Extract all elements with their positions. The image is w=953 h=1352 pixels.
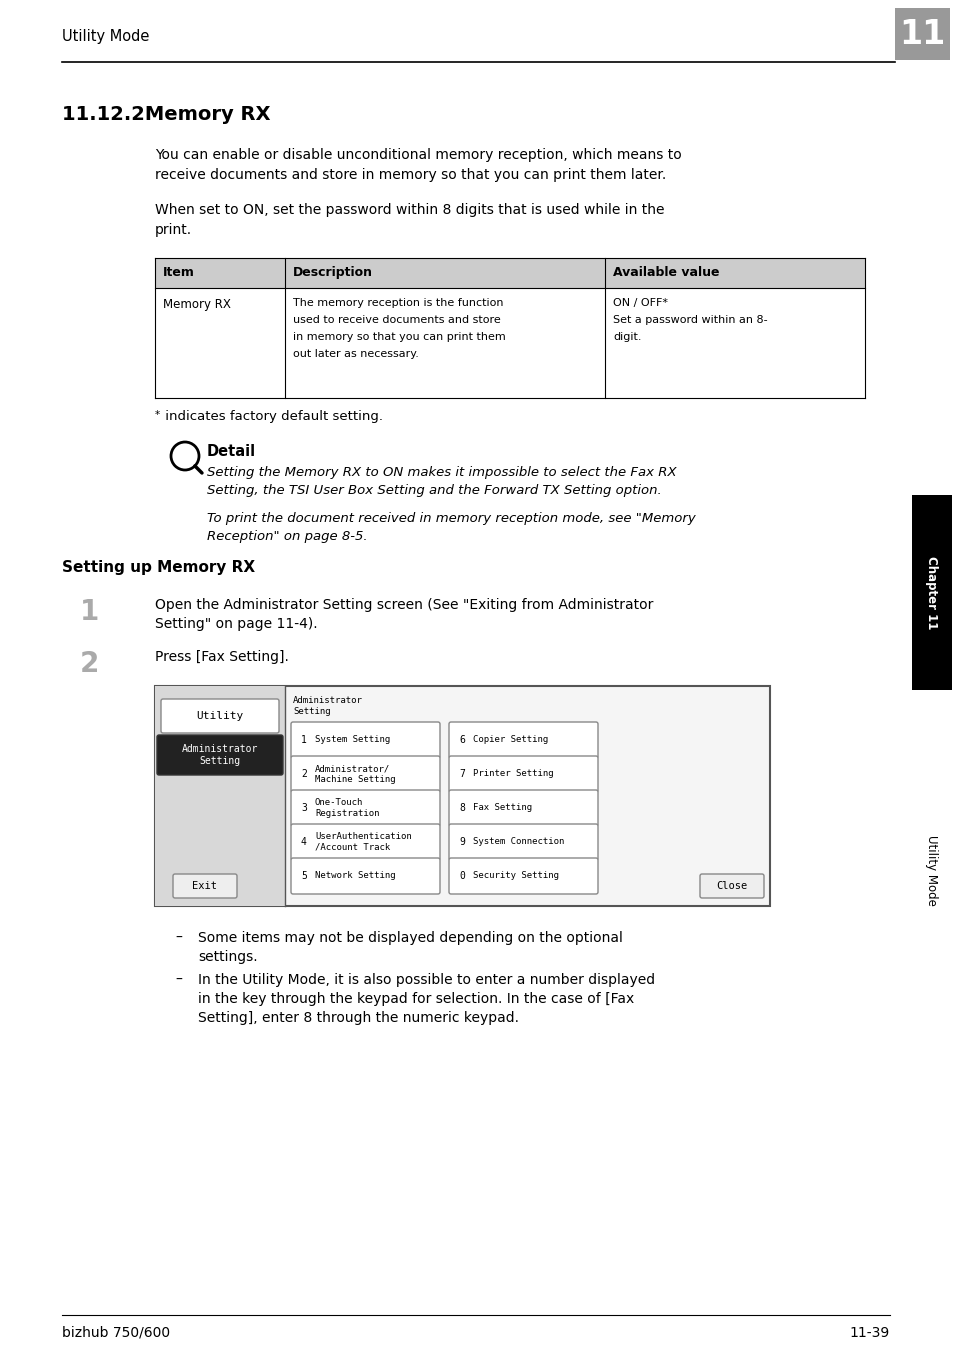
Bar — [154, 258, 864, 288]
Text: Press [Fax Setting].: Press [Fax Setting]. — [154, 650, 289, 664]
Text: Fax Setting: Fax Setting — [473, 803, 532, 813]
Text: Administrator
Setting: Administrator Setting — [293, 696, 362, 717]
Text: 5: 5 — [301, 871, 307, 882]
Text: receive documents and store in memory so that you can print them later.: receive documents and store in memory so… — [154, 168, 665, 183]
Text: 9: 9 — [458, 837, 464, 846]
Bar — [911, 495, 951, 690]
Text: Exit: Exit — [193, 882, 217, 891]
Text: *: * — [154, 410, 160, 420]
FancyBboxPatch shape — [157, 735, 283, 775]
FancyBboxPatch shape — [291, 859, 439, 894]
Text: indicates factory default setting.: indicates factory default setting. — [161, 410, 382, 423]
Text: Some items may not be displayed depending on the optional: Some items may not be displayed dependin… — [198, 932, 622, 945]
FancyBboxPatch shape — [291, 722, 439, 758]
Text: Setting the Memory RX to ON makes it impossible to select the Fax RX: Setting the Memory RX to ON makes it imp… — [207, 466, 676, 479]
Text: Security Setting: Security Setting — [473, 872, 558, 880]
Text: 1: 1 — [80, 598, 99, 626]
Text: The memory reception is the function: The memory reception is the function — [293, 297, 503, 308]
FancyBboxPatch shape — [700, 873, 763, 898]
Text: Setting up Memory RX: Setting up Memory RX — [62, 560, 254, 575]
Text: digit.: digit. — [613, 333, 640, 342]
Text: 11.12.2Memory RX: 11.12.2Memory RX — [62, 105, 271, 124]
Bar — [154, 685, 285, 906]
Text: Utility Mode: Utility Mode — [62, 28, 150, 43]
Text: Printer Setting: Printer Setting — [473, 769, 553, 779]
Text: 2: 2 — [301, 769, 307, 779]
FancyBboxPatch shape — [449, 756, 598, 792]
Text: Network Setting: Network Setting — [314, 872, 395, 880]
Text: Detail: Detail — [207, 443, 255, 458]
FancyBboxPatch shape — [449, 823, 598, 860]
Text: One-Touch
Registration: One-Touch Registration — [314, 798, 379, 818]
Text: Copier Setting: Copier Setting — [473, 735, 548, 745]
Text: in memory so that you can print them: in memory so that you can print them — [293, 333, 505, 342]
Text: 11: 11 — [898, 18, 944, 50]
FancyBboxPatch shape — [449, 790, 598, 826]
Text: Reception" on page 8-5.: Reception" on page 8-5. — [207, 530, 367, 544]
Text: 0: 0 — [458, 871, 464, 882]
FancyBboxPatch shape — [449, 722, 598, 758]
FancyBboxPatch shape — [291, 823, 439, 860]
Text: Available value: Available value — [613, 266, 719, 279]
Text: 1: 1 — [301, 735, 307, 745]
FancyBboxPatch shape — [449, 859, 598, 894]
Text: out later as necessary.: out later as necessary. — [293, 349, 418, 360]
Text: 11-39: 11-39 — [849, 1326, 889, 1340]
Text: 6: 6 — [458, 735, 464, 745]
FancyBboxPatch shape — [291, 790, 439, 826]
Text: Setting], enter 8 through the numeric keypad.: Setting], enter 8 through the numeric ke… — [198, 1011, 518, 1025]
Text: Memory RX: Memory RX — [163, 297, 231, 311]
Text: bizhub 750/600: bizhub 750/600 — [62, 1326, 170, 1340]
Text: Set a password within an 8-: Set a password within an 8- — [613, 315, 767, 324]
Bar — [894, 8, 949, 59]
Text: In the Utility Mode, it is also possible to enter a number displayed: In the Utility Mode, it is also possible… — [198, 973, 655, 987]
Text: Utility: Utility — [196, 711, 243, 721]
Text: System Setting: System Setting — [314, 735, 390, 745]
Text: To print the document received in memory reception mode, see "Memory: To print the document received in memory… — [207, 512, 695, 525]
FancyBboxPatch shape — [172, 873, 236, 898]
Text: –: – — [174, 973, 182, 987]
Text: 3: 3 — [301, 803, 307, 813]
Text: Item: Item — [163, 266, 194, 279]
Text: 7: 7 — [458, 769, 464, 779]
Text: 2: 2 — [80, 650, 99, 677]
Text: print.: print. — [154, 223, 192, 237]
Text: –: – — [174, 932, 182, 945]
Text: in the key through the keypad for selection. In the case of [Fax: in the key through the keypad for select… — [198, 992, 634, 1006]
FancyBboxPatch shape — [161, 699, 278, 733]
Text: Close: Close — [716, 882, 747, 891]
Text: Description: Description — [293, 266, 373, 279]
Text: Administrator/
Machine Setting: Administrator/ Machine Setting — [314, 764, 395, 784]
Text: Open the Administrator Setting screen (See "Exiting from Administrator: Open the Administrator Setting screen (S… — [154, 598, 653, 612]
Text: settings.: settings. — [198, 950, 257, 964]
Text: 8: 8 — [458, 803, 464, 813]
Text: Administrator
Setting: Administrator Setting — [182, 744, 258, 767]
Text: 4: 4 — [301, 837, 307, 846]
Bar — [154, 685, 769, 906]
Text: used to receive documents and store: used to receive documents and store — [293, 315, 500, 324]
Text: Chapter 11: Chapter 11 — [924, 556, 938, 629]
Text: UserAuthentication
/Account Track: UserAuthentication /Account Track — [314, 833, 412, 852]
Text: Setting, the TSI User Box Setting and the Forward TX Setting option.: Setting, the TSI User Box Setting and th… — [207, 484, 661, 498]
Text: You can enable or disable unconditional memory reception, which means to: You can enable or disable unconditional … — [154, 147, 681, 162]
Text: Utility Mode: Utility Mode — [924, 834, 938, 906]
Text: ON / OFF*: ON / OFF* — [613, 297, 667, 308]
FancyBboxPatch shape — [291, 756, 439, 792]
Text: When set to ON, set the password within 8 digits that is used while in the: When set to ON, set the password within … — [154, 203, 664, 218]
Text: Setting" on page 11-4).: Setting" on page 11-4). — [154, 617, 317, 631]
Text: System Connection: System Connection — [473, 837, 564, 846]
